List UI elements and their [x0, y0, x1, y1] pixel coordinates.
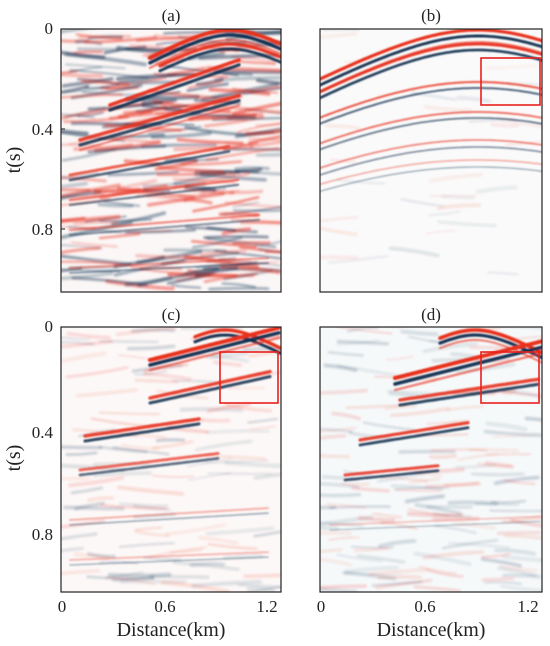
y-tick-label: 0: [45, 19, 54, 38]
panel-b-highlight-box: [480, 57, 541, 106]
y-tick-label: 0.8: [32, 220, 53, 239]
y-tick-label: 0.4: [32, 423, 54, 442]
panel-c: (c) 0 0.4 0.8 t(s) 0 0.6 1.2 Distance(km…: [3, 305, 282, 641]
y-axis-label: t(s): [3, 147, 25, 174]
panel-c-x-ticks: 0 0.6 1.2: [58, 597, 278, 616]
x-tick-label: 1.2: [517, 597, 538, 616]
x-tick-label: 0: [317, 597, 326, 616]
panel-a-seismic-section: [61, 29, 281, 291]
y-tick-label: 0.4: [32, 120, 54, 139]
x-tick-label: 0.6: [414, 597, 435, 616]
panel-a-frame: [60, 28, 282, 293]
panel-d-title: (d): [421, 305, 441, 324]
x-axis-label: Distance(km): [117, 619, 226, 641]
y-tick-label: 0.8: [32, 525, 53, 544]
panel-b-frame: [319, 28, 543, 293]
y-axis-label: t(s): [3, 445, 25, 472]
panel-b-title: (b): [421, 6, 441, 25]
panel-c-title: (c): [162, 305, 181, 324]
panel-d-seismic-section: [320, 327, 542, 592]
panel-a-title: (a): [162, 6, 181, 25]
panel-d-x-ticks: 0 0.6 1.2: [317, 597, 539, 616]
x-tick-label: 0.6: [154, 597, 175, 616]
panel-c-seismic-section: [61, 327, 281, 592]
panel-d: (d) 0 0.6 1.2 Distance(km): [317, 305, 543, 641]
panel-c-frame: [60, 326, 282, 593]
panel-b: (b): [319, 6, 543, 293]
y-tick-label: 0: [45, 317, 54, 336]
panel-d-frame: [319, 326, 543, 593]
panel-a: (a) 0 0.4 0.8 t(s): [3, 6, 282, 293]
x-tick-label: 0: [58, 597, 67, 616]
panel-d-highlight-box: [480, 351, 540, 404]
panel-c-y-ticks: 0 0.4 0.8: [32, 317, 54, 544]
panel-a-y-ticks: 0 0.4 0.8: [32, 19, 65, 239]
x-axis-label: Distance(km): [377, 619, 486, 641]
x-tick-label: 1.2: [256, 597, 277, 616]
panel-c-highlight-box: [219, 351, 279, 404]
panel-b-seismic-section: [320, 29, 542, 276]
